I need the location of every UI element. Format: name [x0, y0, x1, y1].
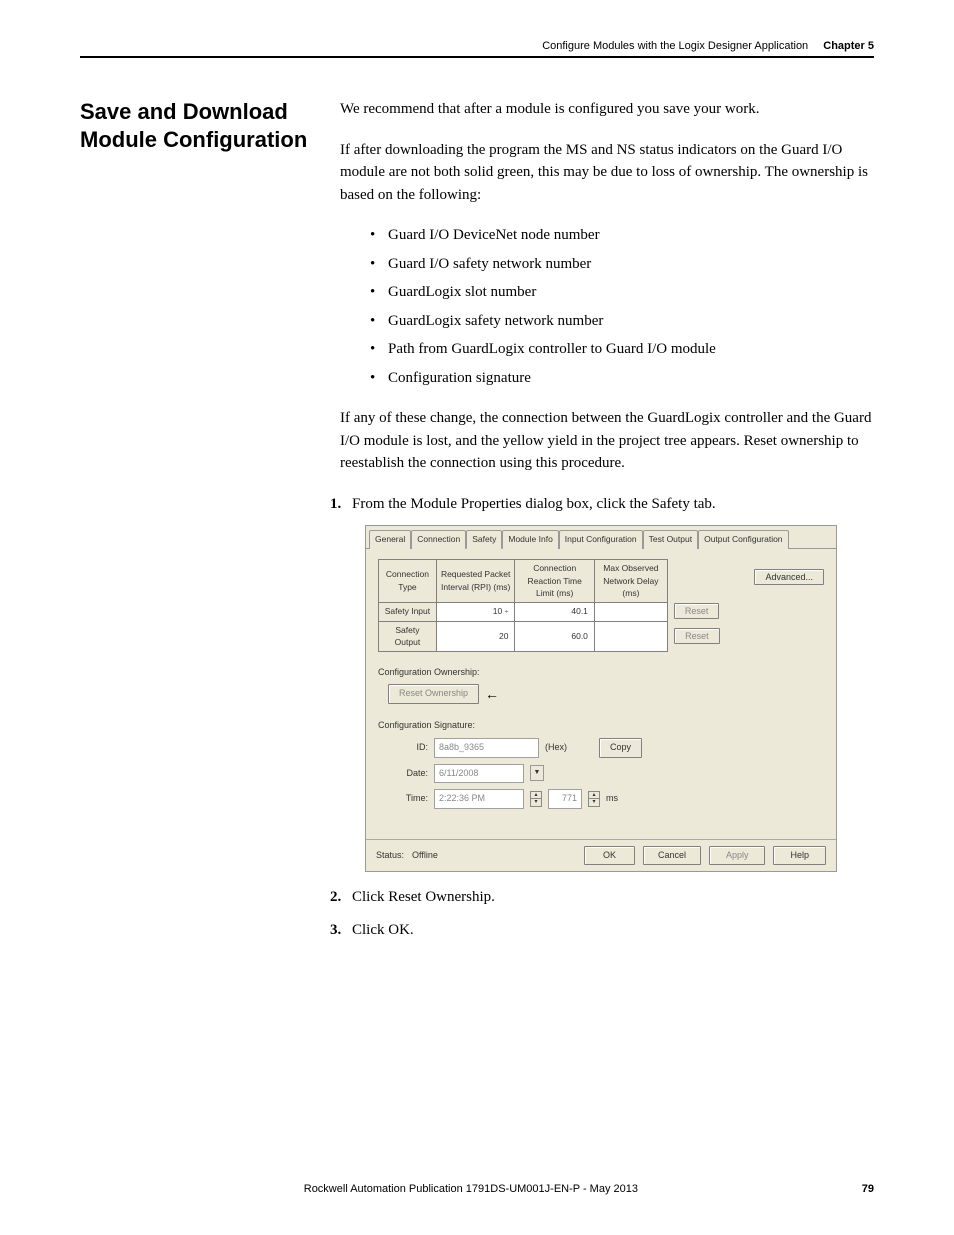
col-max-delay: Max Observed Network Delay (ms): [594, 559, 667, 602]
tab-connection[interactable]: Connection: [411, 530, 466, 549]
arrow-left-icon: ←: [485, 684, 499, 705]
time-ms-field[interactable]: 771: [548, 789, 582, 809]
bullet-list: Guard I/O DeviceNet node number Guard I/…: [370, 224, 874, 389]
cancel-button[interactable]: Cancel: [643, 846, 701, 866]
cell-crtl: 40.1: [515, 603, 594, 622]
status-value: Offline: [412, 849, 438, 863]
ok-button[interactable]: OK: [584, 846, 635, 866]
tab-general[interactable]: General: [369, 530, 411, 549]
status-label: Status:: [376, 849, 404, 863]
connection-table: Connection Type Requested Packet Interva…: [378, 559, 724, 652]
cell-rpi[interactable]: 10 ÷: [436, 603, 515, 622]
steps-list: 1.From the Module Properties dialog box,…: [330, 493, 874, 516]
ms-label: ms: [606, 792, 618, 806]
header-title: Configure Modules with the Logix Designe…: [542, 40, 808, 52]
step-text: Click OK.: [352, 922, 414, 938]
publication-info: Rockwell Automation Publication 1791DS-U…: [80, 1183, 862, 1195]
tab-safety[interactable]: Safety: [466, 530, 502, 549]
bullet-item: GuardLogix safety network number: [370, 310, 874, 333]
tab-output-config[interactable]: Output Configuration: [698, 530, 788, 549]
id-field[interactable]: 8a8b_9365: [434, 738, 539, 758]
advanced-button[interactable]: Advanced...: [754, 569, 824, 585]
step-text: From the Module Properties dialog box, c…: [352, 496, 716, 512]
col-rpi: Requested Packet Interval (RPI) (ms): [436, 559, 515, 602]
paragraph: We recommend that after a module is conf…: [340, 98, 874, 121]
page-number: 79: [862, 1183, 874, 1195]
row-safety-output: Safety Output: [379, 621, 437, 652]
dialog-tabs: General Connection Safety Module Info In…: [366, 526, 836, 549]
header-chapter: Chapter 5: [823, 40, 874, 52]
help-button[interactable]: Help: [773, 846, 826, 866]
bullet-item: Guard I/O safety network number: [370, 253, 874, 276]
step-item: 3.Click OK.: [330, 919, 874, 942]
col-conn-type: Connection Type: [379, 559, 437, 602]
hex-label: (Hex): [545, 741, 567, 755]
cell-crtl: 60.0: [515, 621, 594, 652]
step-text: Click Reset Ownership.: [352, 889, 495, 905]
tab-input-config[interactable]: Input Configuration: [559, 530, 643, 549]
bullet-item: GuardLogix slot number: [370, 281, 874, 304]
chevron-down-icon[interactable]: ▼: [530, 765, 544, 781]
time-label: Time:: [398, 792, 428, 806]
ms-spinner[interactable]: ▴▾: [588, 791, 600, 807]
row-safety-input: Safety Input: [379, 603, 437, 622]
page-header: Configure Modules with the Logix Designe…: [80, 40, 874, 58]
bullet-item: Path from GuardLogix controller to Guard…: [370, 338, 874, 361]
time-field[interactable]: 2:22:36 PM: [434, 789, 524, 809]
cell-rpi: 20: [436, 621, 515, 652]
apply-button[interactable]: Apply: [709, 846, 766, 866]
col-crtl: Connection Reaction Time Limit (ms): [515, 559, 594, 602]
reset-button[interactable]: Reset: [674, 603, 720, 619]
time-spinner[interactable]: ▴▾: [530, 791, 542, 807]
step-item: 2.Click Reset Ownership.: [330, 886, 874, 909]
reset-ownership-button[interactable]: Reset Ownership: [388, 684, 479, 704]
step-item: 1.From the Module Properties dialog box,…: [330, 493, 874, 516]
date-field[interactable]: 6/11/2008: [434, 764, 524, 784]
config-ownership-label: Configuration Ownership:: [378, 666, 824, 680]
copy-button[interactable]: Copy: [599, 738, 642, 758]
tab-test-output[interactable]: Test Output: [643, 530, 698, 549]
section-title: Save and Download Module Configuration: [80, 98, 340, 153]
bullet-item: Guard I/O DeviceNet node number: [370, 224, 874, 247]
paragraph: If after downloading the program the MS …: [340, 139, 874, 207]
cell-delay: [594, 621, 667, 652]
id-label: ID:: [398, 741, 428, 755]
cell-delay: [594, 603, 667, 622]
steps-list-cont: 2.Click Reset Ownership. 3.Click OK.: [330, 886, 874, 941]
reset-button[interactable]: Reset: [674, 628, 720, 644]
tab-module-info[interactable]: Module Info: [502, 530, 558, 549]
bullet-item: Configuration signature: [370, 367, 874, 390]
paragraph: If any of these change, the connection b…: [340, 407, 874, 475]
safety-dialog: General Connection Safety Module Info In…: [365, 525, 837, 872]
page-footer: Rockwell Automation Publication 1791DS-U…: [80, 1183, 874, 1195]
date-label: Date:: [398, 767, 428, 781]
config-signature-label: Configuration Signature:: [378, 719, 824, 733]
